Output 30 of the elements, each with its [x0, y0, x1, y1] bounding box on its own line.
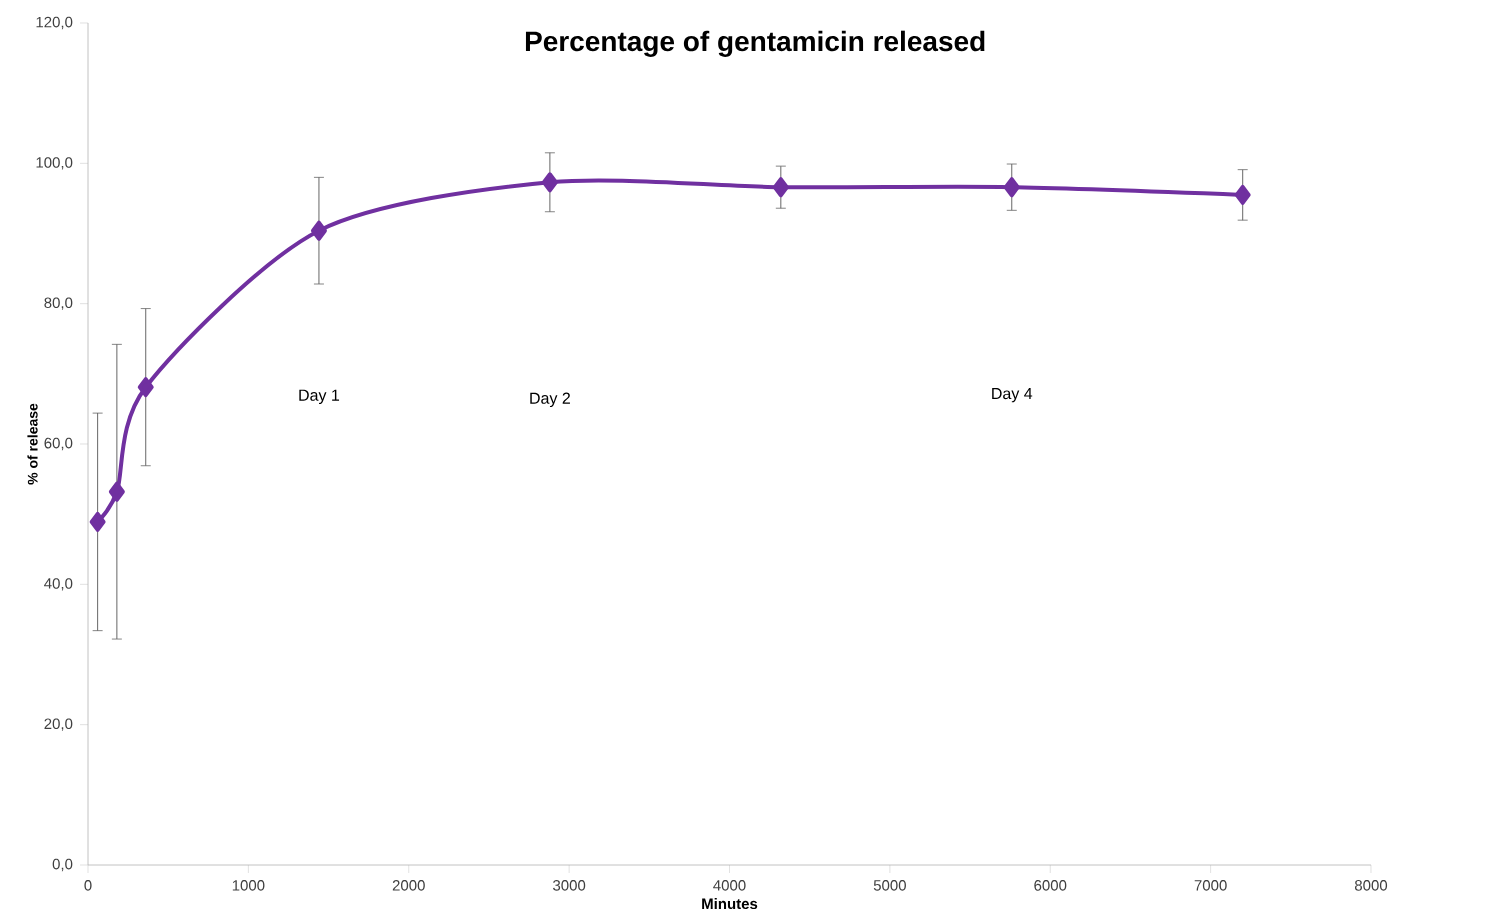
annotation: Day 4: [992, 387, 1033, 403]
y-tick-label: 20,0: [44, 718, 73, 731]
point: [541, 172, 558, 193]
x-tick-label: 5000: [873, 880, 906, 891]
x-axis-title: Minutes: [702, 898, 758, 910]
x-tick-label: 0: [84, 880, 92, 891]
x-tick-label: 3000: [553, 880, 586, 891]
y-tick-label: 40,0: [44, 578, 73, 591]
y-tick-label: 100,0: [36, 157, 73, 170]
y-tick-label: 60,0: [44, 437, 73, 451]
point: [1234, 184, 1251, 205]
x-tick-label: 7000: [1194, 880, 1227, 891]
annotation: Day 2: [530, 392, 570, 408]
y-axis-title: % of release: [27, 403, 38, 485]
x-tick-label: 1000: [232, 880, 265, 891]
x-tick-label: 8000: [1354, 880, 1388, 891]
point: [310, 220, 327, 241]
annotation: Day 1: [299, 389, 340, 405]
y-tick-label: 120,0: [36, 16, 73, 30]
y-tick-label: 0,0: [52, 858, 73, 872]
chart-title: Percentage of gentamicin released: [525, 30, 985, 57]
point: [89, 511, 106, 532]
x-tick-label: 2000: [392, 880, 425, 891]
point: [1003, 177, 1020, 198]
y-tick-label: 80,0: [44, 297, 73, 310]
point: [772, 177, 789, 198]
x-tick-label: 6000: [1034, 880, 1067, 891]
point: [108, 481, 125, 502]
point: [137, 377, 154, 398]
x-tick-label: 4000: [713, 880, 746, 891]
